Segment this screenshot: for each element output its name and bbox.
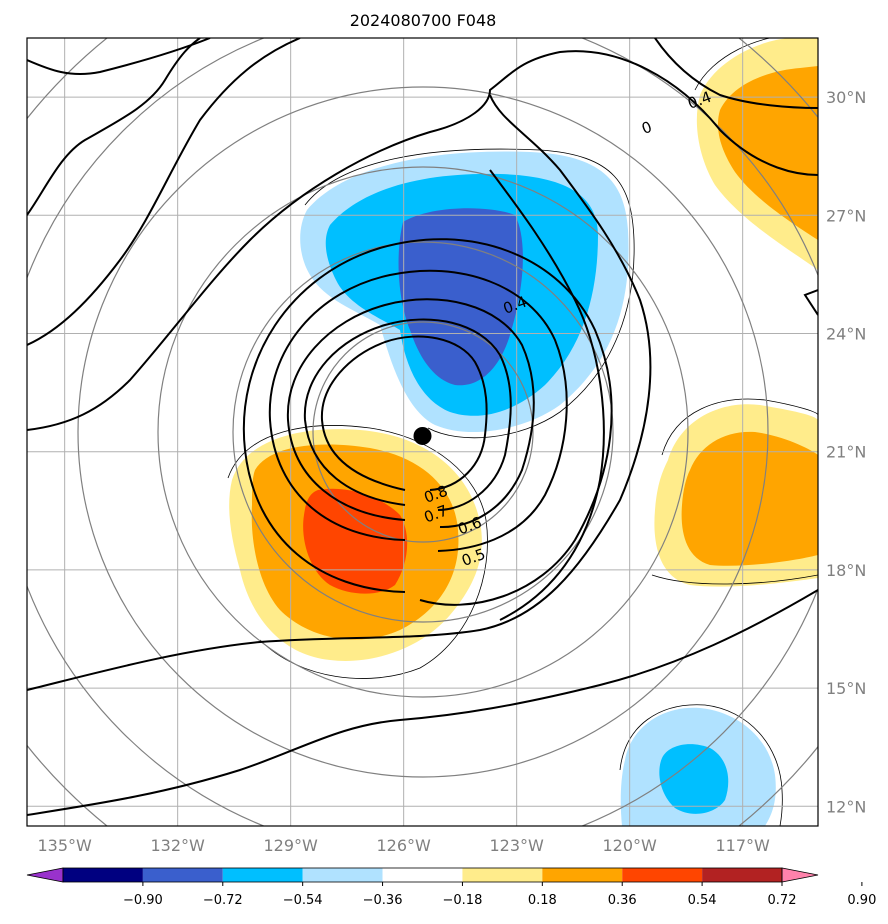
colorbar-swatch: [702, 868, 782, 882]
outline-contours: [227, 38, 818, 826]
shade-orange-east: [681, 431, 818, 566]
latitude-tick-labels: 30°N 27°N 24°N 21°N 18°N 15°N 12°N: [826, 88, 866, 816]
figure-title: 2024080700 F048: [350, 11, 497, 30]
latitude-label: 27°N: [826, 206, 866, 225]
longitude-label: 120°W: [602, 836, 657, 855]
shade-blue-southeast: [659, 744, 729, 814]
storm-center-marker: [413, 426, 432, 445]
colorbar-swatch: [462, 868, 543, 882]
colorbar-tick-label: −0.54: [283, 893, 323, 908]
map-frame: [26, 37, 819, 827]
colorbar-swatch: [222, 868, 303, 882]
colorbar: −0.90 −0.72 −0.54 −0.36 −0.18 0.18 0.36 0.54 0.7…: [26, 867, 876, 908]
contour-label: 0: [639, 118, 654, 138]
longitude-label: 117°W: [715, 836, 770, 855]
colorbar-swatch: [622, 868, 703, 882]
colorbar-tick-label: −0.72: [203, 893, 243, 908]
longitude-tick-labels: 135°W 132°W 129°W 126°W 123°W 120°W 117°W: [37, 836, 770, 855]
colorbar-tick-label: 0.72: [768, 893, 797, 908]
longitude-label: 135°W: [37, 836, 92, 855]
latitude-label: 15°N: [826, 679, 866, 698]
latitude-label: 21°N: [826, 443, 866, 462]
colorbar-extend-high: [781, 867, 819, 883]
colorbar-tick-label: 0.90: [847, 893, 876, 908]
latitude-label: 30°N: [826, 88, 866, 107]
colorbar-swatch: [142, 868, 223, 882]
colorbar-tick-label: 0.18: [528, 893, 557, 908]
latitude-label: 12°N: [826, 797, 866, 816]
latitude-label: 18°N: [826, 561, 866, 580]
colorbar-swatch: [382, 868, 463, 882]
shade-dark-blue-north: [398, 208, 523, 386]
longitude-label: 129°W: [263, 836, 318, 855]
colorbar-tick-label: −0.36: [363, 893, 403, 908]
colorbar-tick-label: 0.36: [608, 893, 637, 908]
colorbar-frame: [62, 867, 783, 883]
longitude-label: 126°W: [376, 836, 431, 855]
grid-lines: [27, 38, 818, 826]
colorbar-tick-label: 0.54: [688, 893, 717, 908]
longitude-label: 123°W: [489, 836, 544, 855]
bold-contours: [27, 38, 818, 816]
colorbar-extend-low: [26, 867, 64, 883]
longitude-label: 132°W: [150, 836, 205, 855]
colorbar-tick-label: −0.90: [123, 893, 163, 908]
shade-red-orange-southwest: [303, 488, 408, 594]
colorbar-swatch: [63, 868, 143, 882]
latitude-label: 24°N: [826, 325, 866, 344]
colorbar-swatch: [542, 868, 623, 882]
shading-layer: [229, 38, 818, 826]
colorbar-tick-label: −0.18: [443, 893, 483, 908]
colorbar-swatch: [302, 868, 383, 882]
